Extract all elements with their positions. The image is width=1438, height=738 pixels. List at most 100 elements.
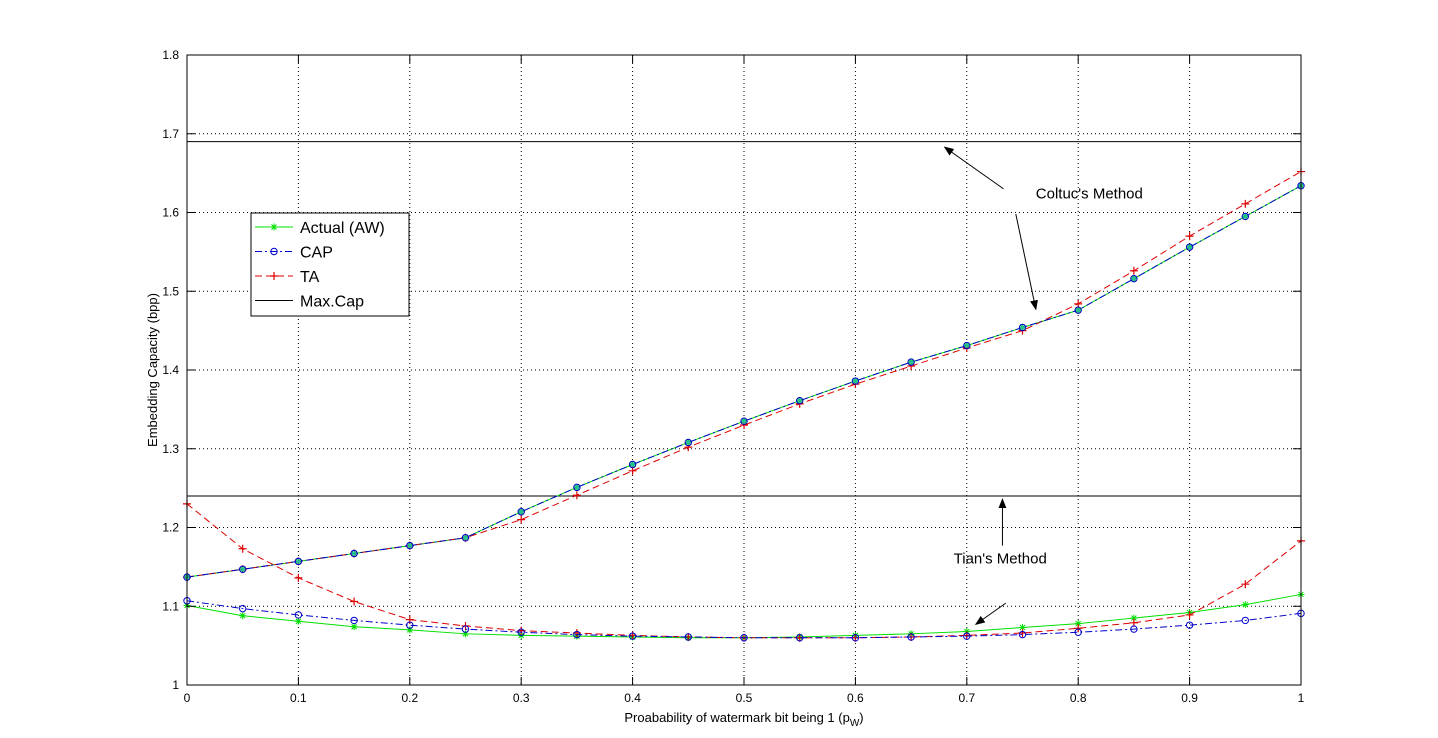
annotation-text: Coltuc's Method [1036, 185, 1143, 202]
data-point [406, 541, 414, 550]
data-point-fill [351, 551, 357, 556]
data-point [572, 491, 581, 500]
data-point [239, 612, 247, 620]
data-point-fill [1187, 244, 1192, 250]
x-tick-label: 0.9 [1181, 691, 1198, 705]
data-point [1129, 266, 1138, 275]
y-tick-label: 1.6 [162, 206, 179, 220]
data-point-fill [630, 462, 635, 467]
data-point [406, 626, 414, 634]
data-point [628, 460, 637, 469]
data-point [294, 557, 303, 566]
data-point-fill [1075, 307, 1081, 313]
data-point [1130, 274, 1138, 283]
data-point [350, 616, 358, 625]
data-point [270, 247, 278, 256]
legend-entry: Actual (AW) [255, 220, 385, 237]
y-axis-label: Embedding Capacity (bpp) [145, 293, 160, 447]
series-line [186, 600, 1302, 639]
data-point [350, 597, 359, 606]
data-point [517, 508, 525, 516]
data-point-fill [853, 378, 858, 384]
x-tick-label: 1 [1298, 691, 1305, 705]
data-point [1241, 199, 1250, 208]
x-tick-label: 0.6 [847, 691, 864, 705]
data-point [406, 621, 414, 629]
data-point-fill [407, 543, 413, 549]
data-point [1130, 614, 1138, 622]
data-point [573, 630, 581, 639]
legend-label: CAP [300, 245, 333, 262]
data-point [350, 623, 358, 631]
data-point [1241, 212, 1250, 221]
data-point-fill [685, 440, 691, 445]
data-point [294, 617, 302, 625]
data-point [1074, 628, 1082, 636]
series-line [186, 185, 1302, 578]
annotation: Coltuc's Method [943, 146, 1143, 311]
data-point [1074, 306, 1082, 314]
data-point-fill [1020, 325, 1025, 330]
data-point [1185, 243, 1194, 251]
x-tick-label: 0.4 [624, 691, 641, 705]
data-point-fill [518, 509, 524, 515]
data-point [907, 358, 915, 366]
data-point [740, 417, 748, 425]
data-point [963, 341, 971, 350]
data-point [1018, 323, 1027, 332]
annotation-text: Tian's Method [954, 551, 1047, 568]
x-tick-label: 0.1 [290, 691, 307, 705]
data-point [796, 397, 804, 405]
series-line [186, 171, 1302, 578]
data-point [270, 272, 278, 280]
data-point [238, 544, 247, 553]
data-point [907, 633, 915, 641]
annotation: Tian's Method [954, 498, 1047, 625]
y-tick-label: 1.8 [162, 48, 179, 62]
data-point [851, 634, 860, 642]
data-point [684, 438, 692, 447]
data-point [628, 632, 637, 640]
data-point-fill [797, 398, 803, 404]
data-point-fill [1242, 214, 1248, 219]
annotations: Coltuc's Method Tian's Method [943, 146, 1143, 625]
legend-entry: TA [255, 269, 320, 286]
data-point [517, 628, 525, 636]
data-point-fill [964, 343, 970, 348]
data-point [294, 573, 303, 582]
data-point [740, 634, 748, 642]
y-tick-label: 1.3 [162, 442, 179, 456]
y-tick-label: 1.1 [162, 599, 179, 613]
data-point [1241, 580, 1250, 589]
x-tick-label: 0.7 [958, 691, 975, 705]
y-tick-label: 1.5 [162, 284, 179, 298]
series-group [183, 167, 1305, 642]
data-point [573, 483, 581, 492]
x-tick-label: 0.8 [1070, 691, 1087, 705]
data-point [1019, 624, 1026, 632]
data-point [294, 611, 303, 619]
y-tick-label: 1.4 [162, 363, 179, 377]
data-point-fill [741, 418, 747, 424]
data-point [461, 625, 470, 633]
data-point [684, 633, 692, 641]
data-point [350, 549, 358, 558]
x-tick-label: 0.5 [736, 691, 753, 705]
data-point [796, 634, 804, 642]
data-point [851, 377, 860, 385]
data-point [1241, 601, 1249, 609]
annotation-arrow [1015, 213, 1038, 311]
data-point [1241, 616, 1250, 625]
x-axis-label: Proabability of watermark bit being 1 (p… [624, 710, 863, 729]
legend-box [250, 212, 410, 317]
data-point [270, 223, 278, 231]
legend-label: TA [300, 269, 320, 286]
data-point [1074, 624, 1083, 633]
data-point-fill [296, 558, 301, 564]
data-point [1074, 620, 1082, 628]
data-point [1130, 625, 1138, 633]
data-point-fill [574, 484, 580, 490]
data-point-fill [463, 535, 468, 541]
legend-label: Actual (AW) [300, 220, 385, 237]
